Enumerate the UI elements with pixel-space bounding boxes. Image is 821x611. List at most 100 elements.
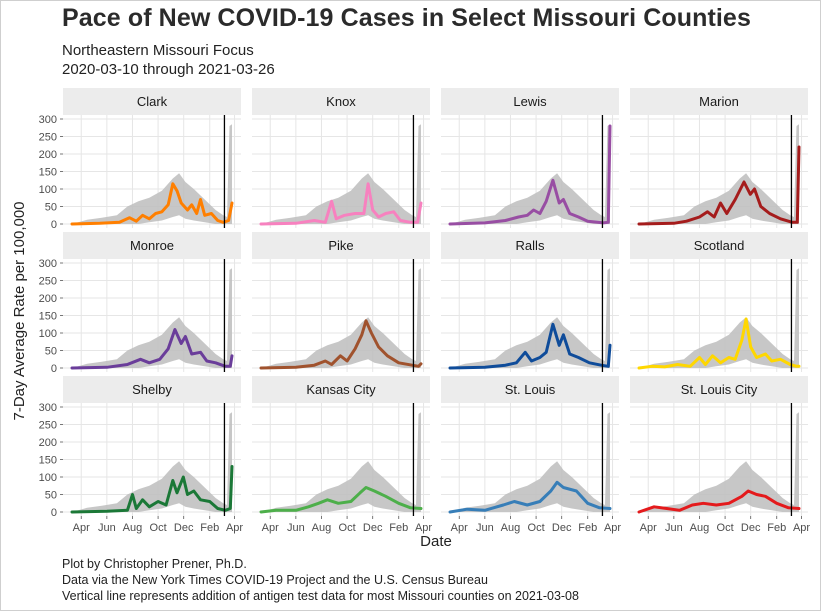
strip-label-st-louis-city: St. Louis City: [681, 382, 758, 397]
x-tick-label: Oct: [717, 522, 734, 534]
strip-label-monroe: Monroe: [130, 238, 174, 253]
panel-scotland: Scotland: [630, 232, 808, 372]
strip-label-clark: Clark: [137, 94, 168, 109]
y-tick-label: 50: [45, 490, 57, 502]
y-tick-label: 0: [51, 363, 57, 375]
strip-scotland: [630, 232, 808, 259]
x-tick-label: Jun: [98, 522, 116, 534]
strip-ralls: [441, 232, 619, 259]
x-tick-label: Aug: [501, 522, 521, 534]
caption-line-2: Data via the New York Times COVID-19 Pro…: [62, 573, 488, 587]
subtitle-line-1: Northeastern Missouri Focus: [62, 42, 254, 59]
strip-st-louis: [441, 376, 619, 403]
subtitle-line-2: 2020-03-10 through 2021-03-26: [62, 61, 275, 78]
strip-monroe: [63, 232, 241, 259]
strip-label-lewis: Lewis: [513, 94, 547, 109]
panel-monroe: Monroe: [63, 232, 241, 372]
x-tick-label: Oct: [528, 522, 545, 534]
series-line-st-louis: [448, 480, 612, 514]
background-band-kansas-city: [261, 412, 421, 512]
y-tick-label: 300: [39, 258, 57, 270]
x-tick-label: Aug: [123, 522, 143, 534]
panel-marion: Marion: [630, 88, 808, 228]
strip-label-marion: Marion: [699, 94, 739, 109]
x-tick-label: Feb: [200, 522, 219, 534]
panel-st-louis-city: St. Louis City: [630, 376, 808, 516]
background-band-scotland: [639, 268, 799, 368]
series-line-clark: [70, 182, 234, 226]
series-line-kansas-city: [259, 486, 423, 514]
panel-clark: Clark: [63, 88, 241, 228]
series-line-scotland: [637, 317, 801, 370]
panel-kansas-city: Kansas City: [252, 376, 430, 516]
panel-st-louis: St. Louis: [441, 376, 619, 516]
panel-knox: Knox: [252, 88, 430, 228]
y-tick-label: 100: [39, 184, 57, 196]
x-tick-label: Apr: [604, 522, 621, 534]
chart-subtitle: Northeastern Missouri Focus 2020-03-10 t…: [62, 41, 275, 79]
series-line-ralls: [448, 322, 612, 370]
panel-pike: Pike: [252, 232, 430, 372]
x-tick-label: Apr: [262, 522, 279, 534]
x-tick-label: Apr: [415, 522, 432, 534]
series-line-lewis: [448, 124, 612, 226]
caption-line-1: Plot by Christopher Prener, Ph.D.: [62, 557, 247, 571]
y-tick-label: 50: [45, 202, 57, 214]
strip-label-scotland: Scotland: [694, 238, 745, 253]
y-tick-label: 0: [51, 219, 57, 231]
x-tick-label: Apr: [73, 522, 90, 534]
strip-shelby: [63, 376, 241, 403]
y-tick-label: 250: [39, 420, 57, 432]
panel-shelby: Shelby: [63, 376, 241, 516]
x-tick-label: Feb: [767, 522, 786, 534]
x-tick-label: Feb: [578, 522, 597, 534]
background-band-ralls: [450, 268, 610, 368]
series-line-monroe: [70, 328, 234, 370]
series-line-st-louis-city: [637, 489, 801, 514]
x-tick-label: Aug: [690, 522, 710, 534]
background-band-shelby: [72, 412, 232, 512]
background-band-clark: [72, 124, 232, 224]
y-tick-label: 150: [39, 455, 57, 467]
panel-ralls: Ralls: [441, 232, 619, 372]
x-tick-label: Apr: [451, 522, 468, 534]
y-tick-label: 200: [39, 293, 57, 305]
strip-marion: [630, 88, 808, 115]
x-tick-label: Dec: [363, 522, 383, 534]
x-tick-label: Feb: [389, 522, 408, 534]
strip-label-kansas-city: Kansas City: [306, 382, 376, 397]
strip-label-ralls: Ralls: [516, 238, 545, 253]
y-axis-title: 7-Day Average Rate per 100,000: [11, 201, 28, 420]
y-tick-label: 300: [39, 402, 57, 414]
background-band-pike: [261, 268, 421, 368]
y-tick-label: 150: [39, 167, 57, 179]
chart-caption: Plot by Christopher Prener, Ph.D. Data v…: [62, 556, 579, 604]
background-band-monroe: [72, 268, 232, 368]
background-band-st-louis: [450, 412, 610, 512]
series-line-knox: [259, 182, 423, 226]
strip-label-st-louis: St. Louis: [505, 382, 556, 397]
x-axis-title: Date: [420, 533, 452, 550]
y-tick-label: 50: [45, 346, 57, 358]
background-band-st-louis-city: [639, 412, 799, 512]
x-tick-label: Aug: [312, 522, 332, 534]
background-band-lewis: [450, 124, 610, 224]
x-tick-label: Jun: [665, 522, 683, 534]
y-tick-label: 250: [39, 276, 57, 288]
strip-label-shelby: Shelby: [132, 382, 172, 397]
y-tick-label: 100: [39, 472, 57, 484]
y-tick-label: 250: [39, 132, 57, 144]
x-tick-label: Jun: [287, 522, 305, 534]
strip-knox: [252, 88, 430, 115]
series-line-shelby: [70, 465, 234, 514]
strip-pike: [252, 232, 430, 259]
x-tick-label: Oct: [339, 522, 356, 534]
strip-st-louis-city: [630, 376, 808, 403]
x-tick-label: Jun: [476, 522, 494, 534]
y-tick-label: 150: [39, 311, 57, 323]
y-tick-label: 300: [39, 114, 57, 126]
strip-label-knox: Knox: [326, 94, 356, 109]
y-tick-label: 200: [39, 149, 57, 161]
x-tick-label: Dec: [174, 522, 194, 534]
